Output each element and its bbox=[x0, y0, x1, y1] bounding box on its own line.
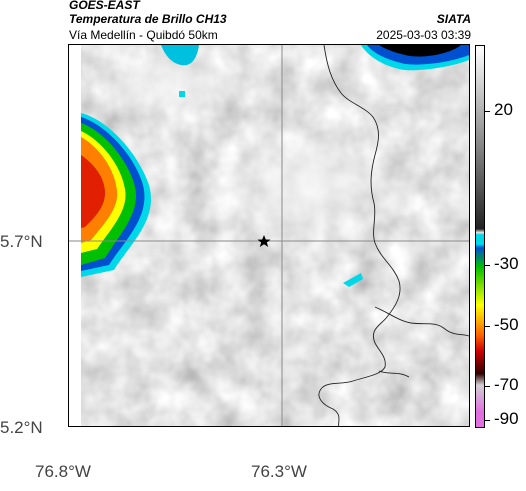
lon-label: 76.3°W bbox=[251, 462, 307, 481]
lon-label: 76.8°W bbox=[35, 462, 91, 481]
cold-spot bbox=[161, 45, 199, 66]
colorbar-tick bbox=[485, 111, 490, 112]
colorbar-label: -70 bbox=[494, 375, 519, 394]
colorbar-label: -30 bbox=[494, 254, 519, 273]
colorbar-label: -90 bbox=[494, 409, 519, 428]
cold-spot bbox=[179, 91, 185, 97]
map-canvas bbox=[69, 45, 469, 426]
colorbar-tick bbox=[485, 265, 490, 266]
convective-cloud bbox=[81, 113, 151, 277]
department-border bbox=[374, 306, 469, 337]
colorbar-tick bbox=[485, 420, 490, 421]
region-subtitle: Vía Medellín - Quibdó 50km bbox=[69, 28, 218, 42]
department-border bbox=[318, 45, 401, 426]
satellite-title: GOES-EAST bbox=[69, 0, 140, 12]
lat-label: 5.2°N bbox=[0, 418, 43, 437]
colorbar-tick bbox=[485, 326, 490, 327]
cold-spot bbox=[343, 273, 363, 287]
lat-label: 5.7°N bbox=[0, 232, 43, 251]
colorbar-label: -50 bbox=[494, 315, 519, 334]
star-icon[interactable] bbox=[257, 235, 271, 247]
map-panel[interactable] bbox=[68, 44, 470, 427]
colorbar-tick bbox=[485, 386, 490, 387]
no-data-strip bbox=[69, 45, 81, 426]
product-title: Temperatura de Brillo CH13 bbox=[69, 12, 227, 26]
colorbar bbox=[475, 45, 485, 428]
colorbar-label: 20 bbox=[494, 100, 513, 119]
org-label: SIATA bbox=[436, 12, 471, 26]
datetime-label: 2025-03-03 03:39 bbox=[376, 28, 471, 42]
department-border bbox=[378, 370, 410, 378]
warm-area bbox=[199, 115, 419, 255]
warm-area bbox=[89, 45, 249, 125]
cold-cloud-top-right bbox=[361, 45, 469, 71]
